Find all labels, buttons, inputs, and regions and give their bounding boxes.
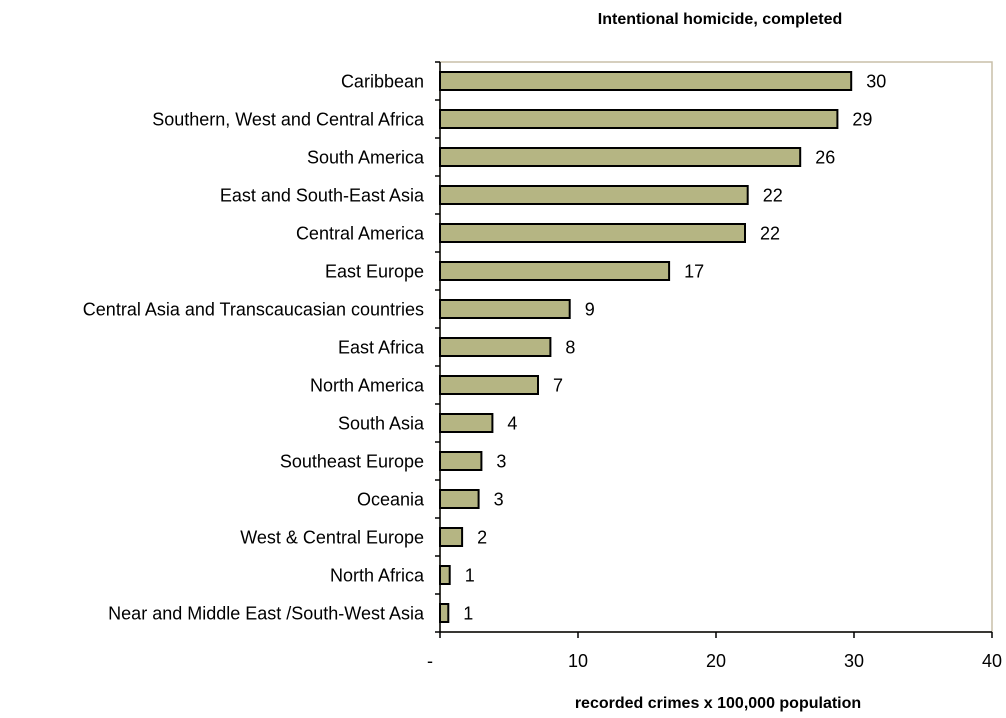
- bar-2: [439, 147, 802, 167]
- category-label: Near and Middle East /South-West Asia: [108, 604, 425, 624]
- data-label: 4: [507, 414, 517, 434]
- bar-12: [439, 527, 464, 547]
- x-tick-label: 30: [844, 651, 864, 671]
- x-axis-label: recorded crimes x 100,000 population: [575, 695, 861, 712]
- category-label: South Asia: [338, 414, 425, 434]
- x-tick-label: -: [427, 651, 433, 671]
- bar-9: [439, 413, 494, 433]
- bar-5: [439, 261, 671, 281]
- data-label: 26: [815, 148, 835, 168]
- bar-3: [439, 185, 749, 205]
- bar-10: [439, 451, 483, 471]
- category-label: East Europe: [325, 262, 424, 282]
- data-label: 17: [684, 262, 704, 282]
- bar-7: [439, 337, 552, 357]
- data-label: 1: [463, 604, 473, 624]
- data-label: 30: [866, 72, 886, 92]
- bar-4: [439, 223, 746, 243]
- category-label: Central Asia and Transcaucasian countrie…: [83, 300, 424, 320]
- x-tick-label: 40: [982, 651, 1002, 671]
- category-label: North America: [310, 376, 425, 396]
- data-label: 3: [494, 490, 504, 510]
- category-label: Southern, West and Central Africa: [152, 110, 425, 130]
- x-tick-label: 20: [706, 651, 726, 671]
- data-label: 29: [852, 110, 872, 130]
- data-label: 22: [760, 224, 780, 244]
- category-label: Central America: [296, 224, 425, 244]
- category-label: Southeast Europe: [280, 452, 424, 472]
- category-label: East Africa: [338, 338, 425, 358]
- data-label: 9: [585, 300, 595, 320]
- category-label: South America: [307, 148, 425, 168]
- data-label: 2: [477, 528, 487, 548]
- category-label: Caribbean: [341, 72, 424, 92]
- bar-13: [439, 565, 451, 585]
- bar-14: [439, 603, 450, 623]
- bar-1: [439, 109, 839, 129]
- category-label: East and South-East Asia: [220, 186, 425, 206]
- x-tick-label: 10: [568, 651, 588, 671]
- data-label: 22: [763, 186, 783, 206]
- chart-title: Intentional homicide, completed: [598, 11, 842, 28]
- bar-6: [439, 299, 571, 319]
- bar-0: [439, 71, 853, 91]
- data-label: 7: [553, 376, 563, 396]
- data-label: 3: [496, 452, 506, 472]
- data-label: 8: [565, 338, 575, 358]
- category-label: West & Central Europe: [240, 528, 424, 548]
- data-label: 1: [465, 566, 475, 586]
- bar-11: [439, 489, 480, 509]
- bar-8: [439, 375, 539, 395]
- category-label: Oceania: [357, 490, 425, 510]
- category-label: North Africa: [330, 566, 425, 586]
